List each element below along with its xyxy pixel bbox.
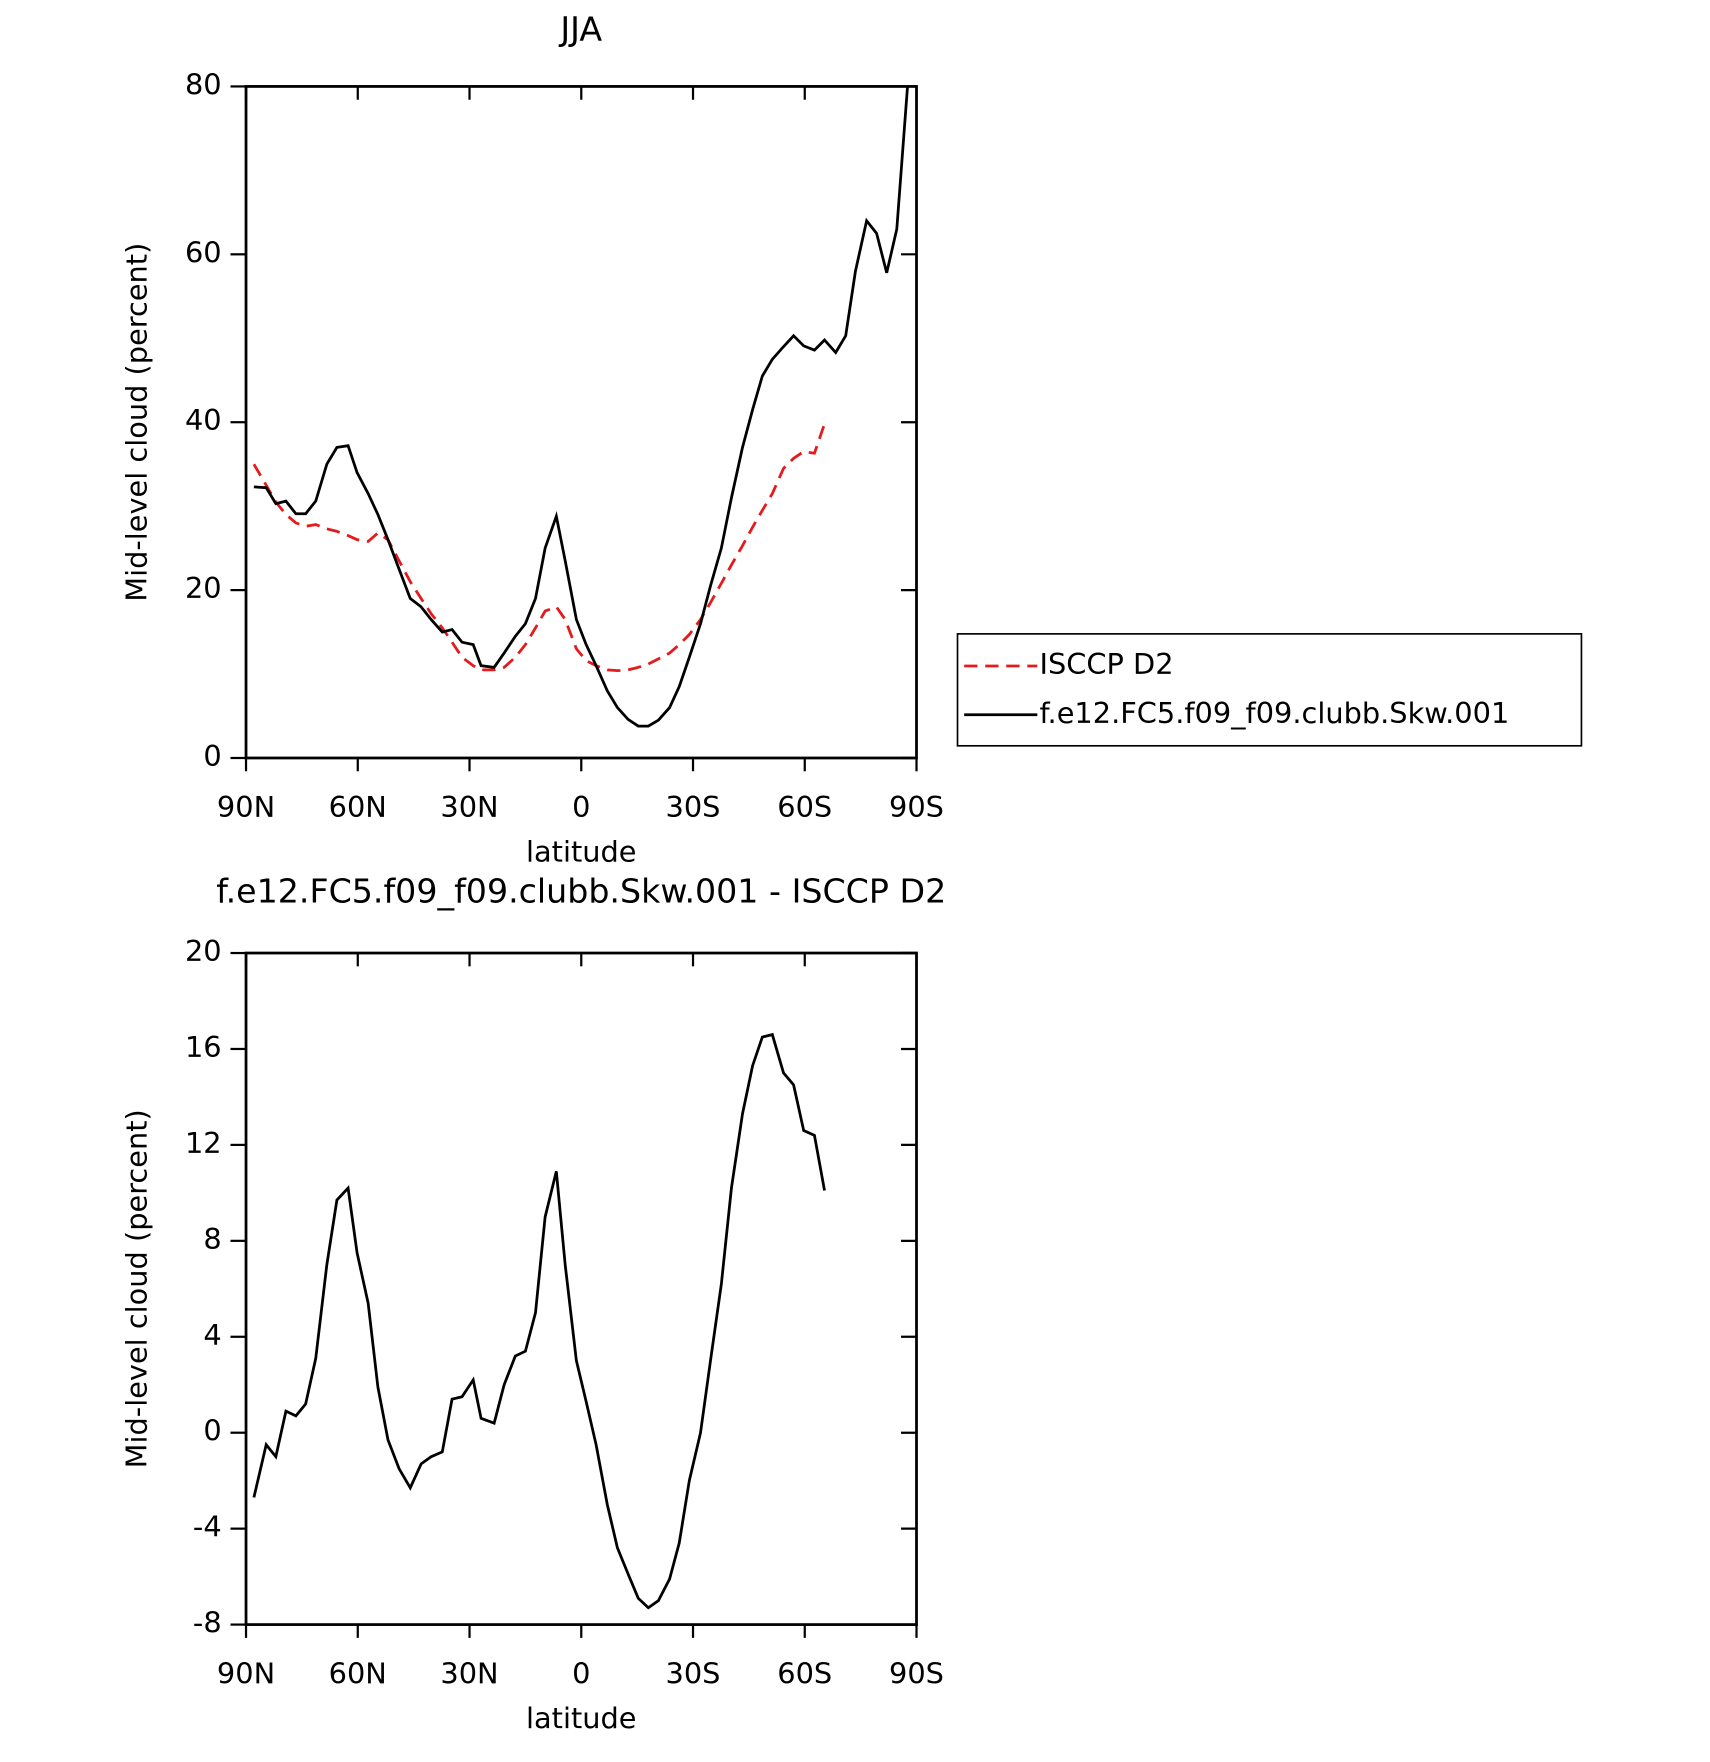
x-tick-label: 0 [572,1657,590,1691]
y-tick-label: 20 [185,571,222,605]
y-tick-label: 0 [203,739,221,773]
x-tick-label: 30N [440,1657,498,1691]
chart-title: f.e12.FC5.f09_f09.clubb.Skw.001 - ISCCP … [216,872,946,911]
y-tick-label: -8 [193,1606,222,1640]
x-tick-label: 60N [329,1657,387,1691]
data-line [252,423,826,673]
x-tick-label: 90N [217,1657,275,1691]
x-tick-label: 60S [777,790,832,824]
data-line [252,1032,826,1610]
x-tick-label: 0 [572,790,590,824]
y-tick-label: 60 [185,235,222,269]
x-tick-label: 60S [777,1657,832,1691]
y-tick-label: 12 [185,1126,222,1160]
x-axis-label: latitude [526,834,636,868]
x-tick-label: 30S [666,1657,721,1691]
x-tick-label: 30N [440,790,498,824]
y-tick-label: 16 [185,1030,222,1064]
y-tick-label: 4 [203,1318,221,1352]
x-tick-label: 30S [666,790,721,824]
y-tick-label: 40 [185,403,222,437]
chart-title: JJA [558,10,602,49]
y-axis-label: Mid-level cloud (percent) [120,1109,154,1468]
y-tick-label: 20 [185,934,222,968]
y-tick-label: 8 [203,1222,221,1256]
x-tick-label: 90S [889,790,944,824]
plot-frame [244,951,918,1626]
x-tick-label: 90N [217,790,275,824]
data-line [253,86,909,728]
y-axis-label: Mid-level cloud (percent) [120,243,154,602]
plot-frame [244,85,918,760]
y-tick-label: 80 [185,67,222,101]
legend-box [956,633,1583,747]
x-axis-label: latitude [526,1701,636,1735]
legend-label: ISCCP D2 [1040,647,1174,681]
y-tick-label: 0 [203,1414,221,1448]
y-tick-label: -4 [193,1510,222,1544]
x-tick-label: 60N [329,790,387,824]
x-tick-label: 90S [889,1657,944,1691]
legend-label: f.e12.FC5.f09_f09.clubb.Skw.001 [1040,696,1510,730]
